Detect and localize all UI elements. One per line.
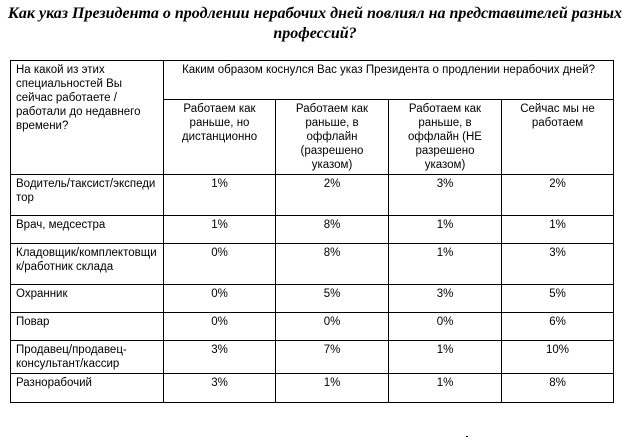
table-cell: 8% <box>275 243 389 285</box>
table-cell: 1% <box>275 373 389 403</box>
table-cell: 3% <box>163 373 276 403</box>
table-row: Охранник 0% 5% 3% 5% <box>10 284 615 313</box>
table-cell: 2% <box>275 174 389 216</box>
table-cell: 0% <box>163 243 276 285</box>
row-label: Врач, медсестра <box>10 215 164 244</box>
table-cell: 3% <box>163 340 276 374</box>
column-header: Работаем как раньше, в оффлайн (НЕ разре… <box>388 99 502 175</box>
table-cell: 6% <box>500 312 615 341</box>
table-cell: 2% <box>500 174 615 216</box>
table-cell: 0% <box>388 312 502 341</box>
table-cell: 8% <box>500 373 615 403</box>
table-cell: 0% <box>275 312 389 341</box>
table-cell: 1% <box>163 174 276 216</box>
table-cell: 1% <box>388 340 502 374</box>
table-row: Водитель/таксист/экспеди тор 1% 2% 3% 2% <box>10 174 615 216</box>
table-cell: 8% <box>275 215 389 244</box>
column-header: Сейчас мы не работаем <box>500 99 615 175</box>
table-row: Продавец/продавец-консультант/кассир 3% … <box>10 340 615 374</box>
table-cell: 3% <box>388 284 502 313</box>
table-cell: 1% <box>388 243 502 285</box>
table-cell: 1% <box>388 215 502 244</box>
document-title: Как указ Президента о продлении нерабочи… <box>8 5 622 42</box>
table-cell: 3% <box>500 243 615 285</box>
table-row: Врач, медсестра 1% 8% 1% 1% <box>10 215 615 244</box>
row-label: Повар <box>10 312 164 341</box>
table-cell: 0% <box>163 284 276 313</box>
table-row: Повар 0% 0% 0% 6% <box>10 312 615 341</box>
column-group-question: Каким образом коснулся Вас указ Президен… <box>162 60 615 100</box>
table-cell: 10% <box>500 340 615 374</box>
table-row: Кладовщик/комплектовщи к/работник склада… <box>10 243 615 285</box>
table-cell: 3% <box>388 174 502 216</box>
table-cell: 1% <box>163 215 276 244</box>
table-cell: 1% <box>500 215 615 244</box>
table-cell: 1% <box>388 373 502 403</box>
survey-table: На какой из этих специальностей Вы сейча… <box>10 60 615 403</box>
row-header-question: На какой из этих специальностей Вы сейча… <box>10 60 164 175</box>
row-label: Разнорабочий <box>10 373 164 403</box>
table-row: Разнорабочий 3% 1% 1% 8% <box>10 373 615 403</box>
row-label: Продавец/продавец-консультант/кассир <box>10 340 164 374</box>
table-cell: 5% <box>275 284 389 313</box>
table-cell: 0% <box>163 312 276 341</box>
column-header: Работаем как раньше, в оффлайн (разрешен… <box>275 99 389 175</box>
row-label: Водитель/таксист/экспеди тор <box>10 174 164 216</box>
table-cell: 7% <box>275 340 389 374</box>
column-header: Работаем как раньше, но дистанционно <box>163 99 276 175</box>
page-mark <box>466 436 468 437</box>
table-cell: 5% <box>500 284 615 313</box>
row-label: Кладовщик/комплектовщи к/работник склада <box>10 243 164 285</box>
row-label: Охранник <box>10 284 164 313</box>
table-header-row: На какой из этих специальностей Вы сейча… <box>10 60 615 175</box>
